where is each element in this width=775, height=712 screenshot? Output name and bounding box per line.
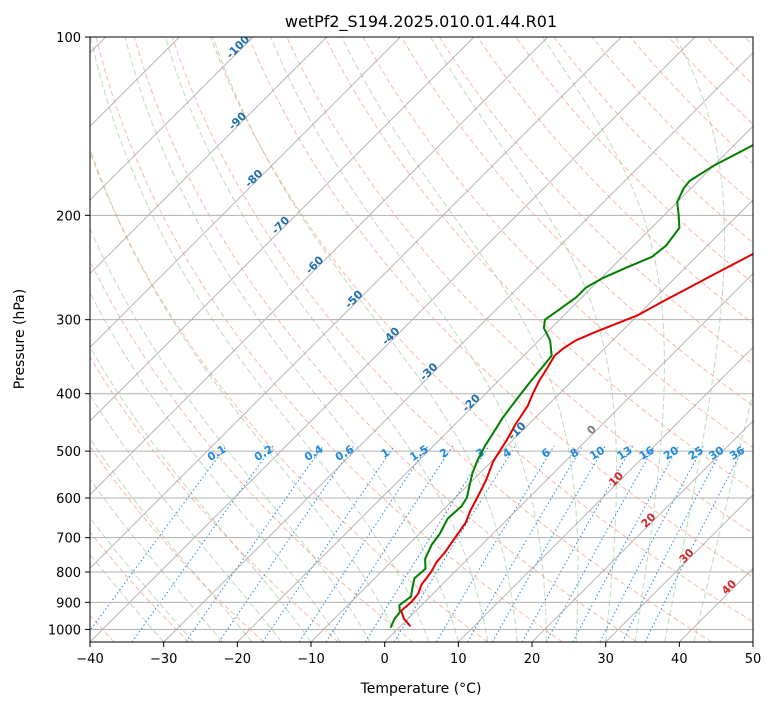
y-axis: 100 200 300 400 500 600 700 800 900 1000 xyxy=(48,31,90,638)
y-tick-label: 200 xyxy=(56,209,81,224)
x-tick-label: 40 xyxy=(671,652,688,667)
x-tick-label: 50 xyxy=(745,652,762,667)
y-axis-label: Pressure (hPa) xyxy=(12,289,28,389)
y-tick-label: 500 xyxy=(56,445,81,460)
y-tick-label: 1000 xyxy=(48,623,81,638)
x-axis-label: Temperature (°C) xyxy=(360,681,482,697)
x-axis: −40 −30 −20 −10 0 10 20 30 40 50 xyxy=(76,642,761,667)
y-tick-label: 900 xyxy=(56,596,81,611)
x-tick-label: −40 xyxy=(76,652,103,667)
y-tick-label: 700 xyxy=(56,532,81,547)
x-tick-label: −30 xyxy=(150,652,177,667)
x-tick-label: 20 xyxy=(524,652,541,667)
y-tick-label: 800 xyxy=(56,566,81,581)
y-tick-label: 300 xyxy=(56,314,81,329)
x-tick-label: −20 xyxy=(224,652,251,667)
x-tick-label: 10 xyxy=(450,652,467,667)
x-tick-label: −10 xyxy=(297,652,324,667)
y-tick-label: 100 xyxy=(56,31,81,46)
x-tick-label: 0 xyxy=(381,652,389,667)
y-tick-label: 600 xyxy=(56,492,81,507)
isotherm-line xyxy=(753,37,775,642)
x-tick-label: 30 xyxy=(597,652,614,667)
y-tick-label: 400 xyxy=(56,388,81,403)
chart-title: wetPf2_S194.2025.010.01.44.R01 xyxy=(285,12,557,32)
